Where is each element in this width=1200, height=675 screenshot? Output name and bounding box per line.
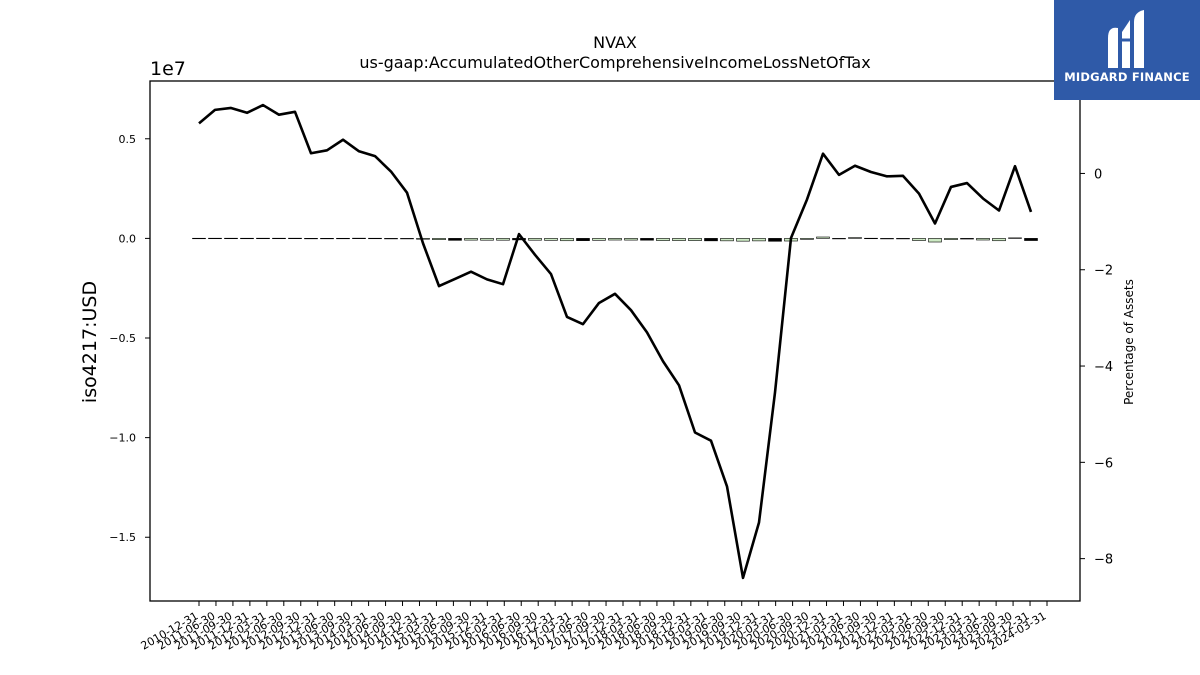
line-group bbox=[198, 103, 1033, 580]
y-tick-label: 0.5 bbox=[119, 133, 137, 146]
bar-2020-09-30 bbox=[816, 236, 830, 239]
bar-2017-09-30 bbox=[624, 238, 638, 241]
bar-2014-09-30 bbox=[432, 238, 446, 240]
bar-2011-06-30 bbox=[224, 237, 238, 240]
bar-2023-06-30 bbox=[992, 238, 1006, 242]
y-scale-label: 1e7 bbox=[150, 58, 186, 80]
y2-axis-label: Percentage of Assets bbox=[1122, 279, 1136, 405]
bar-2017-03-31 bbox=[592, 238, 606, 241]
y-tick-label: −1.5 bbox=[109, 531, 136, 544]
bar-2017-12-31 bbox=[640, 238, 654, 241]
y2-ticks: 0 −2 −4 −6 −8 bbox=[1080, 167, 1113, 568]
bar-2012-06-30 bbox=[288, 237, 302, 239]
y2-tick-label: −6 bbox=[1094, 456, 1113, 471]
bar-2023-09-30 bbox=[1008, 237, 1022, 239]
bar-2011-09-30 bbox=[240, 237, 254, 240]
bar-2019-09-30 bbox=[752, 238, 766, 242]
bar-2018-09-30 bbox=[688, 238, 702, 241]
bar-2018-06-30 bbox=[672, 238, 686, 241]
y-tick-label: −1.0 bbox=[109, 432, 136, 445]
chart-title: NVAX bbox=[593, 33, 637, 52]
bar-2020-12-31 bbox=[832, 238, 846, 240]
bar-2019-03-31 bbox=[720, 238, 734, 242]
bar-2017-06-30 bbox=[608, 238, 622, 241]
bar-2012-09-30 bbox=[304, 238, 318, 240]
y2-tick-label: 0 bbox=[1094, 167, 1102, 182]
bar-2014-03-31 bbox=[400, 238, 414, 240]
bar-2015-06-30 bbox=[480, 238, 494, 241]
bar-2022-03-31 bbox=[912, 238, 926, 241]
bar-2013-09-30 bbox=[368, 237, 382, 240]
y-ticks: 0.5 0.0 −0.5 −1.0 −1.5 bbox=[109, 133, 150, 544]
bar-2021-09-30 bbox=[880, 238, 894, 240]
bar-2014-12-31 bbox=[448, 238, 462, 241]
y2-tick-label: −2 bbox=[1094, 264, 1113, 279]
bar-2020-06-30 bbox=[800, 238, 814, 240]
bar-2018-12-31 bbox=[704, 238, 718, 242]
chart-subtitle: us-gaap:AccumulatedOtherComprehensiveInc… bbox=[359, 53, 870, 72]
bar-2021-06-30 bbox=[864, 237, 878, 240]
bar-2015-09-30 bbox=[496, 238, 510, 241]
bar-2011-12-31 bbox=[256, 237, 270, 240]
y-tick-label: −0.5 bbox=[109, 332, 136, 345]
bar-2016-12-31 bbox=[576, 238, 590, 241]
bar-2023-12-31 bbox=[1024, 238, 1038, 241]
bar-2022-06-30 bbox=[928, 238, 942, 243]
x-ticks: 2010-12-312011-06-302011-09-302011-12-31… bbox=[139, 601, 1049, 653]
bar-2016-09-30 bbox=[560, 238, 574, 242]
logo-text: MIDGARD FINANCE bbox=[1064, 70, 1190, 84]
bar-2022-09-30 bbox=[944, 238, 958, 240]
bar-2016-03-31 bbox=[528, 238, 542, 241]
bar-2023-03-31 bbox=[976, 238, 990, 241]
bar-2016-06-30 bbox=[544, 238, 558, 241]
plot-frame bbox=[149, 80, 1081, 602]
midgard-finance-logo: MIDGARD FINANCE bbox=[1054, 0, 1200, 100]
series-line bbox=[198, 103, 1033, 580]
bar-2019-12-31 bbox=[768, 238, 782, 242]
logo-mark-icon bbox=[1108, 10, 1144, 68]
bar-2015-03-31 bbox=[464, 238, 478, 241]
bar-2013-03-31 bbox=[336, 237, 350, 240]
bar-2021-12-31 bbox=[896, 238, 910, 240]
bar-2013-12-31 bbox=[384, 238, 398, 240]
bar-2018-03-31 bbox=[656, 238, 670, 241]
bar-2012-03-31 bbox=[272, 237, 286, 240]
y-tick-label: 0.0 bbox=[119, 232, 137, 245]
bar-2012-12-31 bbox=[320, 238, 334, 240]
bar-2019-06-30 bbox=[736, 238, 750, 242]
y2-tick-label: −4 bbox=[1094, 360, 1113, 375]
bar-2022-12-31 bbox=[960, 238, 974, 240]
bar-2010-12-31 bbox=[192, 237, 206, 240]
bar-2021-03-31 bbox=[848, 237, 862, 239]
bar-2011-03-31 bbox=[208, 237, 222, 240]
y-axis-label: iso4217:USD bbox=[79, 281, 101, 403]
y2-tick-label: −8 bbox=[1094, 553, 1113, 568]
bar-2013-06-30 bbox=[352, 237, 366, 239]
bars bbox=[192, 236, 1038, 243]
bar-2015-12-31 bbox=[512, 238, 526, 241]
